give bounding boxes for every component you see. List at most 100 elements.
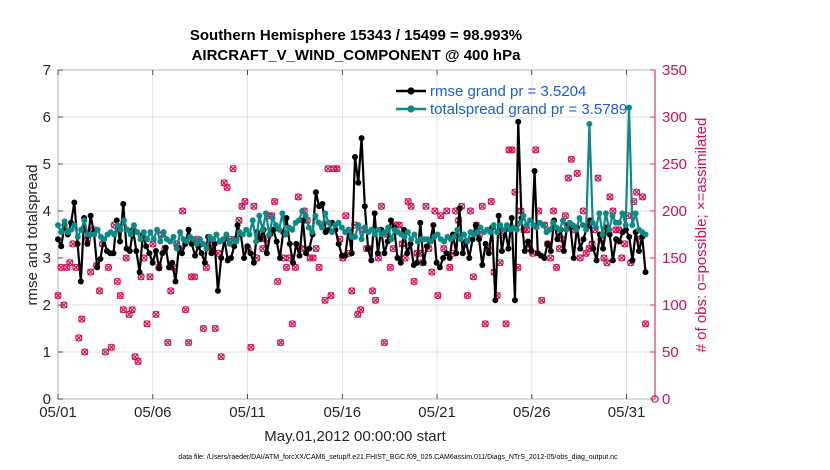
obs-possible-marker [78, 315, 86, 323]
y-right-tick-label: 100 [662, 297, 687, 314]
rmse-point [371, 210, 378, 217]
obs-possible-marker [119, 306, 127, 314]
rmse-point [414, 259, 421, 266]
obs-possible-marker [446, 263, 454, 271]
totalspread-point [609, 212, 616, 219]
obs-possible-marker [333, 165, 341, 173]
obs-assimilated-marker [250, 202, 258, 210]
totalspread-point [454, 226, 461, 233]
totalspread-point [124, 226, 131, 233]
totalspread-series [55, 104, 649, 252]
obs-possible-marker [407, 202, 415, 210]
rmse-point [433, 259, 440, 266]
totalspread-point [302, 212, 309, 219]
obs-possible-marker [621, 240, 629, 248]
totalspread-point [335, 219, 342, 226]
obs-possible-marker [371, 296, 380, 304]
obs-assimilated-marker [357, 306, 365, 314]
obs-possible-marker [549, 207, 558, 215]
rmse-point [446, 255, 453, 261]
obs-possible-marker [164, 339, 172, 347]
obs-assimilated-marker [128, 306, 136, 314]
rmse-point [77, 278, 84, 285]
obs-assimilated-marker [54, 292, 62, 300]
totalspread-point [239, 231, 246, 238]
obs-assimilated-marker [380, 339, 388, 347]
obs-assimilated-marker [579, 207, 587, 215]
totalspread-point [361, 224, 368, 231]
rmse-point [198, 250, 205, 257]
totalspread-point [451, 233, 458, 240]
totalspread-point [503, 222, 510, 229]
obs-assimilated-marker [576, 254, 584, 262]
y-right-tick-label: 150 [662, 250, 687, 267]
totalspread-point [589, 219, 596, 226]
obs-possible-marker [179, 207, 187, 215]
obs-possible-marker [428, 268, 436, 276]
totalspread-point [616, 219, 623, 226]
obs-assimilated-marker [603, 259, 611, 267]
obs-possible-marker [217, 353, 225, 361]
rmse-point [417, 219, 424, 226]
obs-assimilated-marker [217, 353, 225, 361]
totalspread-point [338, 224, 345, 231]
totalspread-point [408, 236, 415, 243]
rmse-point [136, 269, 143, 276]
totalspread-point [266, 231, 273, 238]
obs-possible-marker [481, 320, 489, 328]
obs-assimilated-marker [523, 226, 531, 234]
obs-possible-marker [567, 155, 575, 163]
totalspread-point [556, 226, 563, 233]
rmse-point [459, 250, 466, 257]
rmse-point [394, 255, 401, 261]
obs-possible-marker [143, 320, 151, 328]
y-axis-right-label: # of obs: o=possible; ×=assimilated [693, 118, 710, 353]
totalspread-point [249, 217, 256, 224]
totalspread-point [385, 224, 392, 231]
obs-assimilated-marker [443, 207, 451, 215]
obs-assimilated-marker [502, 320, 510, 328]
totalspread-point [569, 222, 576, 229]
rmse-point [626, 233, 633, 240]
rmse-point [208, 250, 215, 257]
chart-title: Southern Hemisphere 15343 / 15499 = 98.9… [190, 27, 522, 44]
totalspread-point [269, 215, 276, 222]
rmse-point [276, 255, 283, 261]
y-axis-left-ticks: 0 1 2 3 4 5 6 7 [43, 62, 63, 408]
totalspread-point [272, 222, 279, 229]
plot-area [54, 69, 659, 403]
totalspread-point [295, 217, 302, 224]
y-tick-label: 1 [43, 344, 51, 361]
y-axis-left-label: rmse and totalspread [24, 165, 41, 306]
rmse-point [293, 240, 300, 247]
obs-possible-marker [357, 306, 365, 314]
x-tick-label: 05/26 [513, 404, 551, 421]
rmse-point [593, 257, 600, 264]
obs-assimilated-marker [428, 268, 436, 276]
rmse-point [404, 250, 411, 257]
obs-assimilated-marker [550, 207, 557, 215]
obs-assimilated-marker [116, 292, 124, 300]
obs-assimilated-marker [431, 207, 439, 215]
obs-possible-marker [309, 254, 317, 262]
rmse-point [192, 252, 199, 259]
totalspread-point [58, 229, 65, 236]
totalspread-point [282, 231, 289, 238]
obs-assimilated-marker [642, 320, 649, 328]
obs-assimilated-marker [478, 202, 486, 210]
totalspread-point [520, 212, 527, 219]
totalspread-point [497, 222, 504, 229]
totalspread-point [309, 229, 316, 236]
totalspread-point [345, 226, 352, 233]
obs-assimilated-marker [538, 296, 546, 304]
legend: rmse grand pr = 3.5204 totalspread grand… [396, 83, 627, 118]
obs-assimilated-marker [274, 278, 282, 285]
rmse-point [335, 240, 342, 247]
legend-spread-label: totalspread grand pr = 3.5789 [430, 101, 627, 118]
totalspread-point [586, 121, 593, 128]
totalspread-point [622, 222, 629, 229]
rmse-point [146, 250, 153, 257]
y-right-tick-label: 200 [662, 203, 687, 220]
obs-assimilated-marker [211, 325, 219, 332]
